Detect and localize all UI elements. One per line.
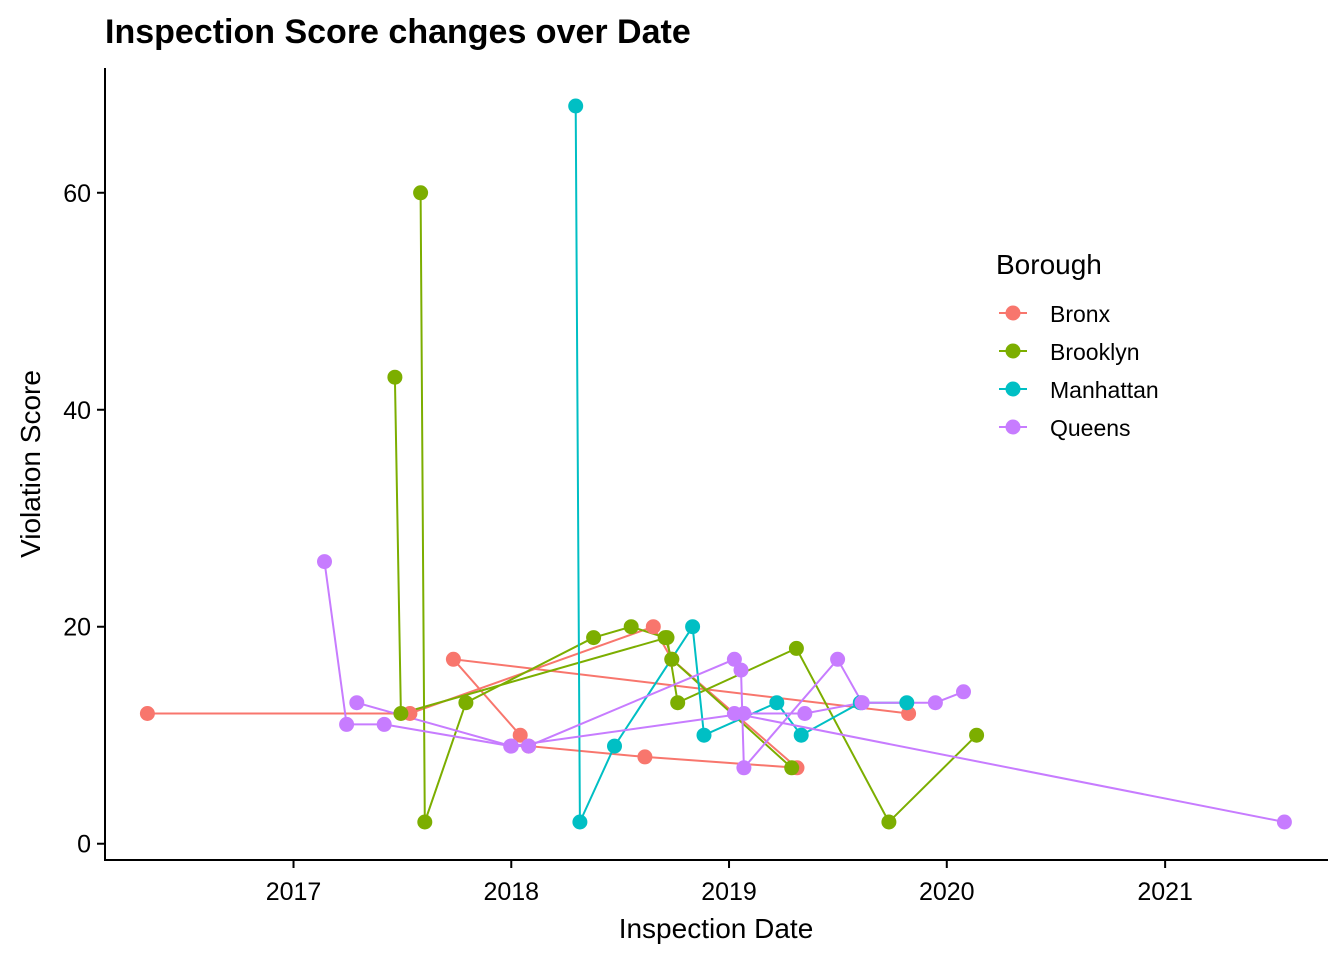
data-point-queens bbox=[797, 706, 813, 721]
data-point-queens bbox=[736, 760, 752, 776]
legend-label: Bronx bbox=[1050, 301, 1111, 327]
legend: Borough Bronx Brooklyn Manhattan Queens bbox=[996, 249, 1159, 441]
y-tick-label: 0 bbox=[77, 831, 91, 859]
data-point-manhattan bbox=[607, 738, 622, 754]
x-tick-label: 2019 bbox=[701, 878, 757, 906]
legend-label: Brooklyn bbox=[1050, 339, 1139, 365]
data-point-bronx bbox=[637, 749, 653, 765]
data-point-brooklyn bbox=[670, 695, 686, 711]
series-lines bbox=[147, 105, 1285, 824]
series-line-brooklyn bbox=[393, 377, 978, 824]
legend-title: Borough bbox=[996, 249, 1102, 280]
data-point-queens bbox=[339, 716, 355, 732]
data-point-brooklyn bbox=[784, 760, 800, 776]
data-point-queens bbox=[726, 706, 742, 721]
x-axis-title: Inspection Date bbox=[619, 913, 814, 944]
data-point-bronx bbox=[139, 706, 155, 721]
data-point-manhattan bbox=[696, 727, 712, 743]
data-point-queens bbox=[854, 695, 870, 711]
data-point-queens bbox=[726, 651, 742, 667]
data-point-queens bbox=[503, 738, 519, 754]
x-tick-label: 2018 bbox=[483, 878, 539, 906]
legend-label: Manhattan bbox=[1050, 377, 1159, 403]
x-axis-ticks: 2017 2018 2019 2020 2021 bbox=[266, 860, 1193, 906]
legend-item-manhattan: Manhattan bbox=[999, 377, 1159, 403]
plot-area: 0 20 40 60 2017 2018 2019 2020 2021 bbox=[63, 68, 1328, 906]
data-point-brooklyn bbox=[393, 706, 409, 721]
x-tick-label: 2021 bbox=[1137, 878, 1193, 906]
legend-key-point bbox=[1005, 381, 1021, 397]
data-point-brooklyn bbox=[387, 369, 403, 385]
data-point-manhattan bbox=[769, 695, 785, 711]
series-points bbox=[139, 98, 1292, 830]
data-point-manhattan bbox=[899, 695, 915, 711]
data-point-bronx bbox=[645, 619, 661, 635]
data-point-manhattan bbox=[568, 98, 584, 114]
data-point-queens bbox=[317, 554, 332, 570]
series-line-brooklyn bbox=[419, 192, 793, 823]
data-point-brooklyn bbox=[664, 651, 680, 667]
y-axis-ticks: 0 20 40 60 bbox=[63, 180, 105, 859]
legend-label: Queens bbox=[1050, 415, 1131, 441]
data-point-brooklyn bbox=[413, 185, 429, 201]
data-point-queens bbox=[956, 684, 971, 700]
legend-item-queens: Queens bbox=[999, 415, 1131, 441]
data-point-manhattan bbox=[793, 727, 809, 743]
legend-key-point bbox=[1005, 343, 1021, 359]
data-point-brooklyn bbox=[458, 695, 474, 711]
legend-key-point bbox=[1005, 419, 1021, 435]
x-tick-label: 2020 bbox=[919, 878, 975, 906]
data-point-brooklyn bbox=[788, 640, 804, 656]
data-point-manhattan bbox=[685, 619, 701, 635]
y-axis-title: Violation Score bbox=[15, 370, 46, 558]
data-point-brooklyn bbox=[623, 619, 639, 635]
data-point-bronx bbox=[512, 727, 528, 743]
series-line-queens bbox=[323, 561, 964, 748]
data-point-brooklyn bbox=[417, 814, 433, 830]
data-point-queens bbox=[349, 695, 365, 711]
data-point-queens bbox=[927, 695, 943, 711]
data-point-queens bbox=[521, 738, 537, 754]
y-tick-label: 20 bbox=[63, 614, 91, 642]
legend-item-brooklyn: Brooklyn bbox=[999, 339, 1139, 365]
legend-item-bronx: Bronx bbox=[999, 301, 1111, 327]
data-point-queens bbox=[733, 662, 749, 678]
data-point-brooklyn bbox=[881, 814, 897, 830]
data-point-manhattan bbox=[572, 814, 588, 830]
data-point-brooklyn bbox=[969, 727, 985, 743]
y-tick-label: 40 bbox=[63, 397, 91, 425]
data-point-queens bbox=[830, 651, 846, 667]
legend-key-point bbox=[1005, 305, 1021, 321]
data-point-queens bbox=[1276, 814, 1292, 830]
data-point-brooklyn bbox=[657, 630, 673, 646]
data-point-bronx bbox=[445, 651, 461, 667]
chart-title: Inspection Score changes over Date bbox=[105, 13, 691, 51]
y-tick-label: 60 bbox=[63, 180, 91, 208]
series-line-queens bbox=[734, 712, 1285, 823]
data-point-queens bbox=[376, 716, 392, 732]
legend-items: Bronx Brooklyn Manhattan Queens bbox=[999, 301, 1159, 441]
x-tick-label: 2017 bbox=[266, 878, 322, 906]
data-point-brooklyn bbox=[586, 630, 602, 646]
